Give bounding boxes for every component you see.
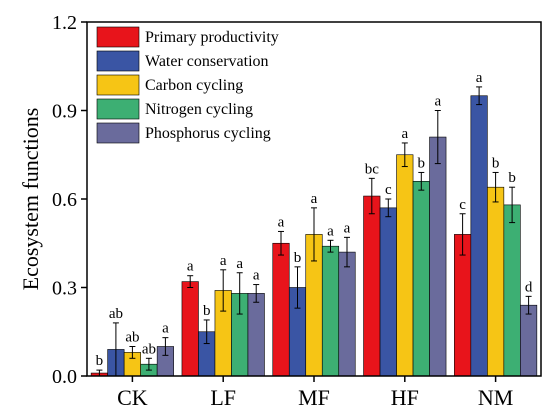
significance-label: c [459,197,466,213]
significance-label: a [401,126,408,142]
significance-label: b [418,155,426,171]
significance-label: a [162,321,169,337]
significance-label: a [236,256,243,272]
significance-label: a [187,259,194,275]
y-axis-title: Ecosystem functions [18,108,43,291]
bar-HF-4 [429,136,447,377]
significance-label: ab [109,306,123,322]
bar-NM-3 [503,204,521,377]
legend-swatch [96,74,140,96]
significance-label: a [344,220,351,236]
bar-LF-0 [181,281,199,377]
y-axis: 0.0 0.3 0.6 0.9 1.2 [52,12,87,388]
significance-label: b [96,353,104,369]
significance-label: a [434,94,441,110]
bar-HF-2 [396,154,414,377]
bar-NM-1 [470,95,488,377]
significance-label: b [492,155,500,171]
bar-NM-0 [454,234,472,377]
y-tick-label: 0.6 [52,189,77,211]
y-tick-label: 1.2 [52,12,77,34]
bar-NM-2 [487,186,505,377]
significance-label: a [327,223,334,239]
significance-label: a [311,191,318,207]
x-tick-label: HF [391,385,419,410]
x-tick-label: MF [298,385,330,410]
legend: Primary productivity Water conservation Ca… [96,26,279,144]
x-tick-label: CK [117,385,148,410]
significance-label: ab [142,341,156,357]
y-tick-label: 0.0 [52,366,77,388]
bar-MF-0 [272,242,290,377]
bar-NM-4 [520,304,538,377]
bar-MF-4 [338,251,356,377]
bar-LF-4 [247,293,265,377]
significance-label: d [525,279,533,295]
x-tick-label: NM [478,385,513,410]
x-axis: CK LF MF HF NM [117,376,513,410]
significance-label: b [203,303,211,319]
significance-label: a [278,214,285,230]
legend-label: Phosphorus cycling [145,125,271,142]
significance-label: bc [365,161,380,177]
significance-label: ab [125,330,139,346]
legend-label: Water conservation [145,53,269,70]
legend-label: Nitrogen cycling [145,101,253,118]
legend-label: Carbon cycling [145,77,243,94]
y-tick-label: 0.3 [52,278,77,300]
bar-HF-1 [379,207,397,377]
significance-label: a [476,70,483,86]
legend-swatch [96,50,140,72]
significance-label: a [253,268,260,284]
bar-HF-3 [412,181,430,377]
significance-label: c [385,182,392,198]
y-tick-label: 0.9 [52,101,77,123]
bar-HF-0 [363,195,381,377]
legend-swatch [96,122,140,144]
x-tick-label: LF [210,385,236,410]
bar-MF-3 [321,245,340,377]
legend-swatch [96,98,140,120]
significance-label: b [294,250,302,266]
legend-swatch [96,26,140,48]
bars-layer [90,95,538,377]
legend-label: Primary productivity [145,29,279,46]
significance-label: a [220,253,227,269]
significance-label: b [508,170,516,186]
